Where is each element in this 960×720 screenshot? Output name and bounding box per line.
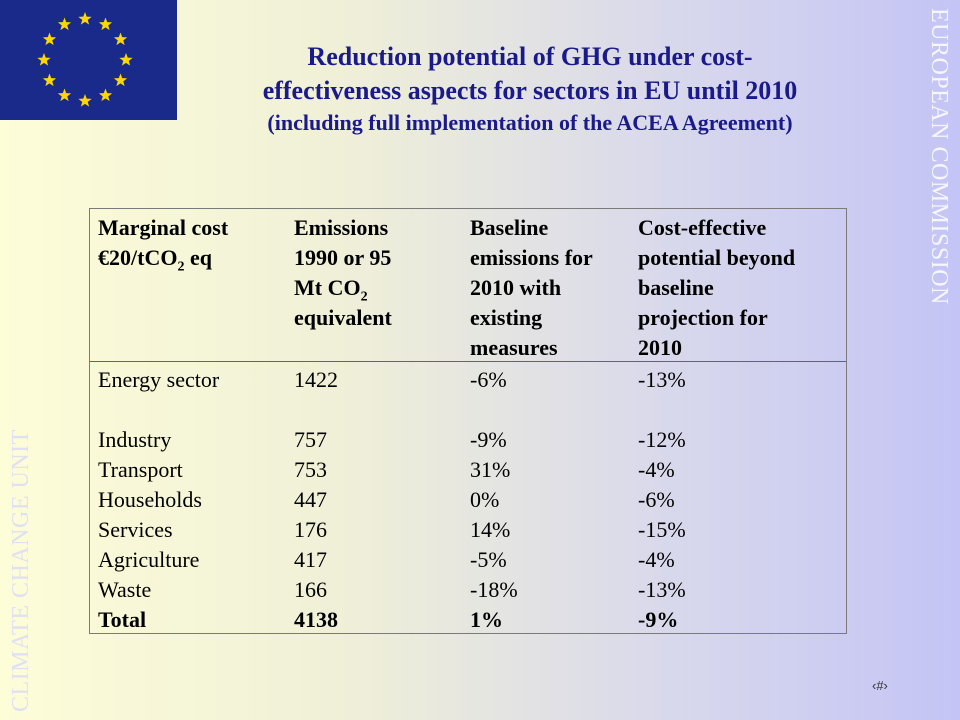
flag-star-icon [42, 73, 57, 87]
header-marginal-cost-eq: eq [184, 245, 212, 270]
header-emissions-line-4: equivalent [294, 305, 392, 330]
side-label-european-commission: EUROPEAN COMMISSION [926, 8, 952, 305]
table-row: Households 447 0% -6% [90, 485, 846, 515]
title-line-3: (including full implementation of the AC… [267, 110, 793, 135]
table-row: Services 176 14% -15% [90, 515, 846, 545]
header-marginal-cost-sub: 2 [177, 259, 185, 275]
cell-emissions: 757 [294, 427, 327, 452]
flag-star-icon [57, 17, 72, 31]
header-emissions-line-2: 1990 or 95 [294, 245, 392, 270]
header-baseline-line-1: Baseline [470, 215, 549, 240]
header-separator [90, 361, 846, 362]
cell-potential: -13% [638, 577, 686, 602]
flag-star-icon [113, 32, 128, 46]
header-emissions-line-3: Mt CO2 [294, 273, 392, 305]
header-baseline: Baseline emissions for 2010 with existin… [470, 213, 593, 363]
cell-emissions: 176 [294, 517, 327, 542]
table-row: Waste 166 -18% -13% [90, 575, 846, 605]
cell-sector: Industry [98, 427, 172, 452]
cell-emissions: 166 [294, 577, 327, 602]
flag-star-icon [57, 88, 72, 102]
cell-sector: Energy sector [98, 367, 220, 392]
header-potential-line-3: baseline [638, 275, 714, 300]
header-emissions-unit: Mt CO [294, 275, 361, 300]
header-marginal-cost-unit: €20/tCO [98, 245, 178, 270]
header-potential-line-2: potential beyond [638, 245, 796, 270]
cell-potential: -4% [638, 547, 675, 572]
table-header: Marginal cost €20/tCO2 eq Emissions 1990… [90, 209, 846, 360]
slide-title: Reduction potential of GHG under cost- e… [180, 40, 880, 138]
flag-star-icon [98, 17, 113, 31]
header-marginal-cost-line-1: Marginal cost [98, 215, 229, 240]
header-baseline-line-5: measures [470, 335, 558, 360]
flag-star-icon [113, 73, 128, 87]
title-line-1: Reduction potential of GHG under cost- [307, 42, 753, 71]
cell-emissions: 753 [294, 457, 327, 482]
cell-baseline: -9% [470, 427, 507, 452]
cell-baseline: -6% [470, 367, 507, 392]
cell-emissions: 1422 [294, 367, 338, 392]
cell-sector: Total [98, 607, 147, 632]
flag-star-icon [78, 94, 92, 107]
header-baseline-line-4: existing [470, 305, 543, 330]
cell-potential: -12% [638, 427, 686, 452]
table-row-total: Total 4138 1% -9% [90, 605, 846, 635]
cell-emissions: 4138 [294, 607, 338, 632]
table-row: Industry 757 -9% -12% [90, 425, 846, 455]
flag-star-icon [42, 32, 57, 46]
header-baseline-line-3: 2010 with [470, 275, 562, 300]
flag-star-icon [78, 12, 92, 25]
table-row: Transport 753 31% -4% [90, 455, 846, 485]
cell-potential: -4% [638, 457, 675, 482]
header-potential-line-5: 2010 [638, 335, 682, 360]
header-cost-effective-potential: Cost-effective potential beyond baseline… [638, 213, 795, 363]
cell-baseline: -5% [470, 547, 507, 572]
header-marginal-cost-line-2: €20/tCO2 eq [98, 243, 228, 275]
flag-star-icon [119, 53, 133, 66]
eu-flag-stars [37, 12, 133, 107]
cell-potential: -9% [638, 607, 679, 632]
cell-baseline: 0% [470, 487, 500, 512]
header-baseline-line-2: emissions for [470, 245, 593, 270]
cell-sector: Waste [98, 577, 152, 602]
cell-emissions: 417 [294, 547, 327, 572]
cell-baseline: 14% [470, 517, 511, 542]
cell-potential: -13% [638, 367, 686, 392]
cell-emissions: 447 [294, 487, 327, 512]
header-potential-line-1: Cost-effective [638, 215, 767, 240]
cell-sector: Agriculture [98, 547, 200, 572]
cell-potential: -15% [638, 517, 686, 542]
header-potential-line-4: projection for [638, 305, 768, 330]
flag-star-icon [37, 53, 51, 66]
header-emissions-sub: 2 [360, 289, 368, 305]
table-row: Energy sector 1422 -6% -13% [90, 365, 846, 395]
title-line-2: effectiveness aspects for sectors in EU … [262, 76, 798, 105]
page-number: ‹#› [872, 678, 888, 693]
cell-sector: Transport [98, 457, 183, 482]
header-emissions: Emissions 1990 or 95 Mt CO2 equivalent [294, 213, 392, 333]
table-row: Agriculture 417 -5% -4% [90, 545, 846, 575]
cell-potential: -6% [638, 487, 675, 512]
cell-sector: Households [98, 487, 202, 512]
side-label-climate-change-unit: CLIMATE CHANGE UNIT [8, 429, 34, 712]
cell-baseline: 1% [470, 607, 503, 632]
header-marginal-cost: Marginal cost €20/tCO2 eq [98, 213, 229, 275]
cell-sector: Services [98, 517, 173, 542]
header-emissions-line-1: Emissions [294, 215, 389, 240]
flag-star-icon [98, 88, 113, 102]
eu-flag-icon [0, 0, 177, 120]
ghg-reduction-table: Marginal cost €20/tCO2 eq Emissions 1990… [89, 208, 847, 634]
cell-baseline: -18% [470, 577, 518, 602]
cell-baseline: 31% [470, 457, 511, 482]
